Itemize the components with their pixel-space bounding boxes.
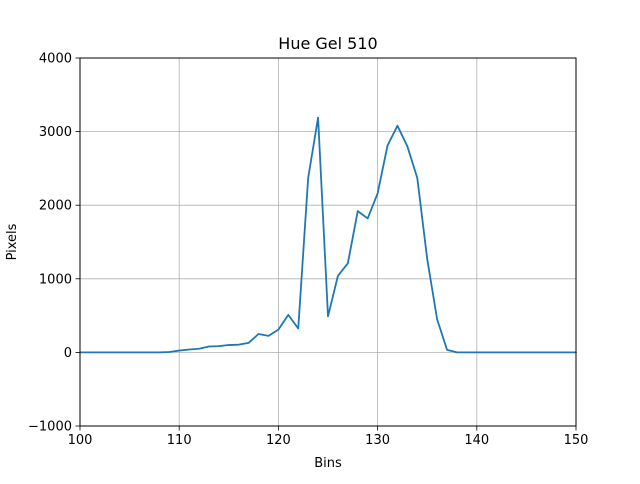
plot-frame <box>79 57 577 427</box>
x-tick-label: 140 <box>464 433 489 448</box>
series-layer <box>79 116 577 354</box>
y-axis-ticks: −1000 0 1000 2000 3000 4000 <box>28 52 80 435</box>
x-tick-label: 100 <box>68 433 93 448</box>
grid-lines <box>79 57 577 427</box>
series-line <box>79 116 577 354</box>
x-axis-label: Bins <box>314 456 342 471</box>
chart-title: Hue Gel 510 <box>278 34 377 53</box>
y-tick-label: 3000 <box>39 125 72 140</box>
x-tick-label: 120 <box>266 433 291 448</box>
y-tick-label: 0 <box>64 346 72 361</box>
x-tick-label: 110 <box>167 433 192 448</box>
x-axis-ticks: 100 110 120 130 140 150 <box>68 426 589 448</box>
y-tick-label: 1000 <box>39 272 72 287</box>
x-tick-label: 150 <box>564 433 589 448</box>
y-axis-label: Pixels <box>5 223 20 260</box>
x-tick-label: 130 <box>365 433 390 448</box>
y-tick-label: −1000 <box>28 420 72 435</box>
y-tick-label: 4000 <box>39 52 72 67</box>
y-tick-label: 2000 <box>39 199 72 214</box>
